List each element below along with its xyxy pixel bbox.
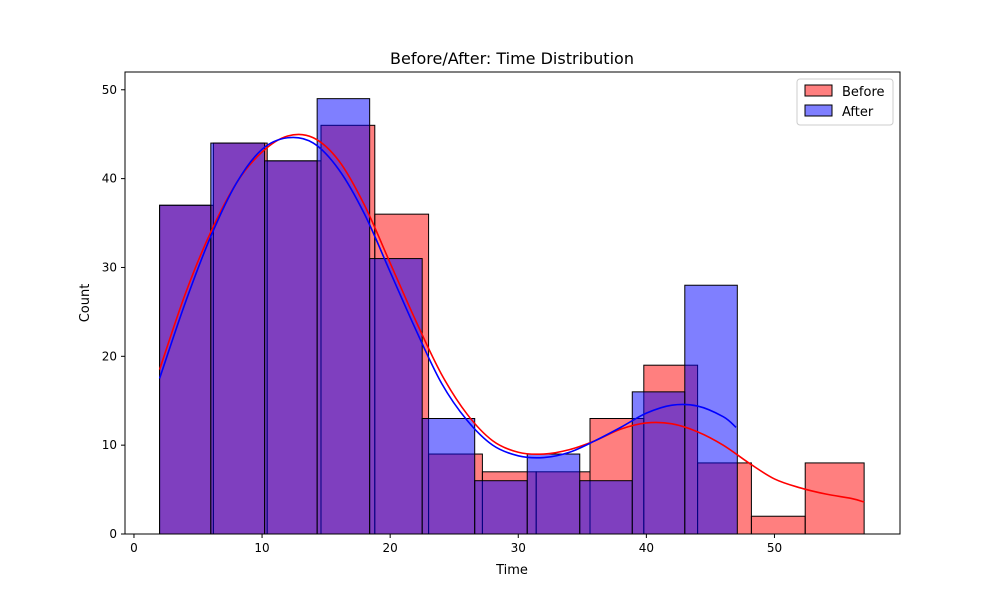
legend-swatch-after <box>804 104 833 117</box>
after-bar-0 <box>159 204 212 535</box>
y-tick-label: 10 <box>102 438 117 452</box>
legend-label-after: After <box>842 105 874 120</box>
x-tick-label: 10 <box>254 541 269 555</box>
y-axis-label: Count <box>78 284 93 323</box>
x-axis-label: Time <box>495 563 528 578</box>
after-bar-5 <box>421 418 476 535</box>
y-tick-label: 40 <box>102 172 117 186</box>
after-bar-7 <box>526 453 581 535</box>
before-bar-11 <box>750 515 806 535</box>
y-axis-ticks: 0 10 20 30 40 50 <box>102 83 125 541</box>
x-tick-label: 50 <box>767 541 782 555</box>
y-tick-label: 20 <box>102 349 117 363</box>
plot-frame <box>124 71 901 535</box>
chart-title: Before/After: Time Distribution <box>390 49 634 68</box>
after-bar-10 <box>684 284 738 535</box>
after-bar-4 <box>369 258 423 535</box>
x-tick-label: 0 <box>130 541 138 555</box>
after-bar-9 <box>631 391 686 535</box>
before-bar-12 <box>804 462 865 535</box>
after-bar-6 <box>474 480 528 535</box>
after-bar-2 <box>264 160 318 535</box>
after-bars <box>159 98 738 535</box>
after-bar-3 <box>316 98 371 535</box>
y-tick-label: 30 <box>102 260 117 274</box>
legend-label-before: Before <box>842 85 885 100</box>
y-tick-label: 0 <box>109 527 117 541</box>
legend: Before After <box>796 78 894 126</box>
x-tick-label: 40 <box>639 541 654 555</box>
legend-swatch-before <box>804 84 833 97</box>
x-tick-label: 30 <box>511 541 526 555</box>
y-tick-label: 50 <box>102 83 117 97</box>
x-axis-ticks: 0 10 20 30 40 50 <box>130 534 782 555</box>
x-tick-label: 20 <box>383 541 398 555</box>
after-bar-1 <box>210 142 266 535</box>
after-kde-line <box>158 136 737 459</box>
kde-curves <box>158 133 865 503</box>
after-bar-8 <box>579 480 633 535</box>
